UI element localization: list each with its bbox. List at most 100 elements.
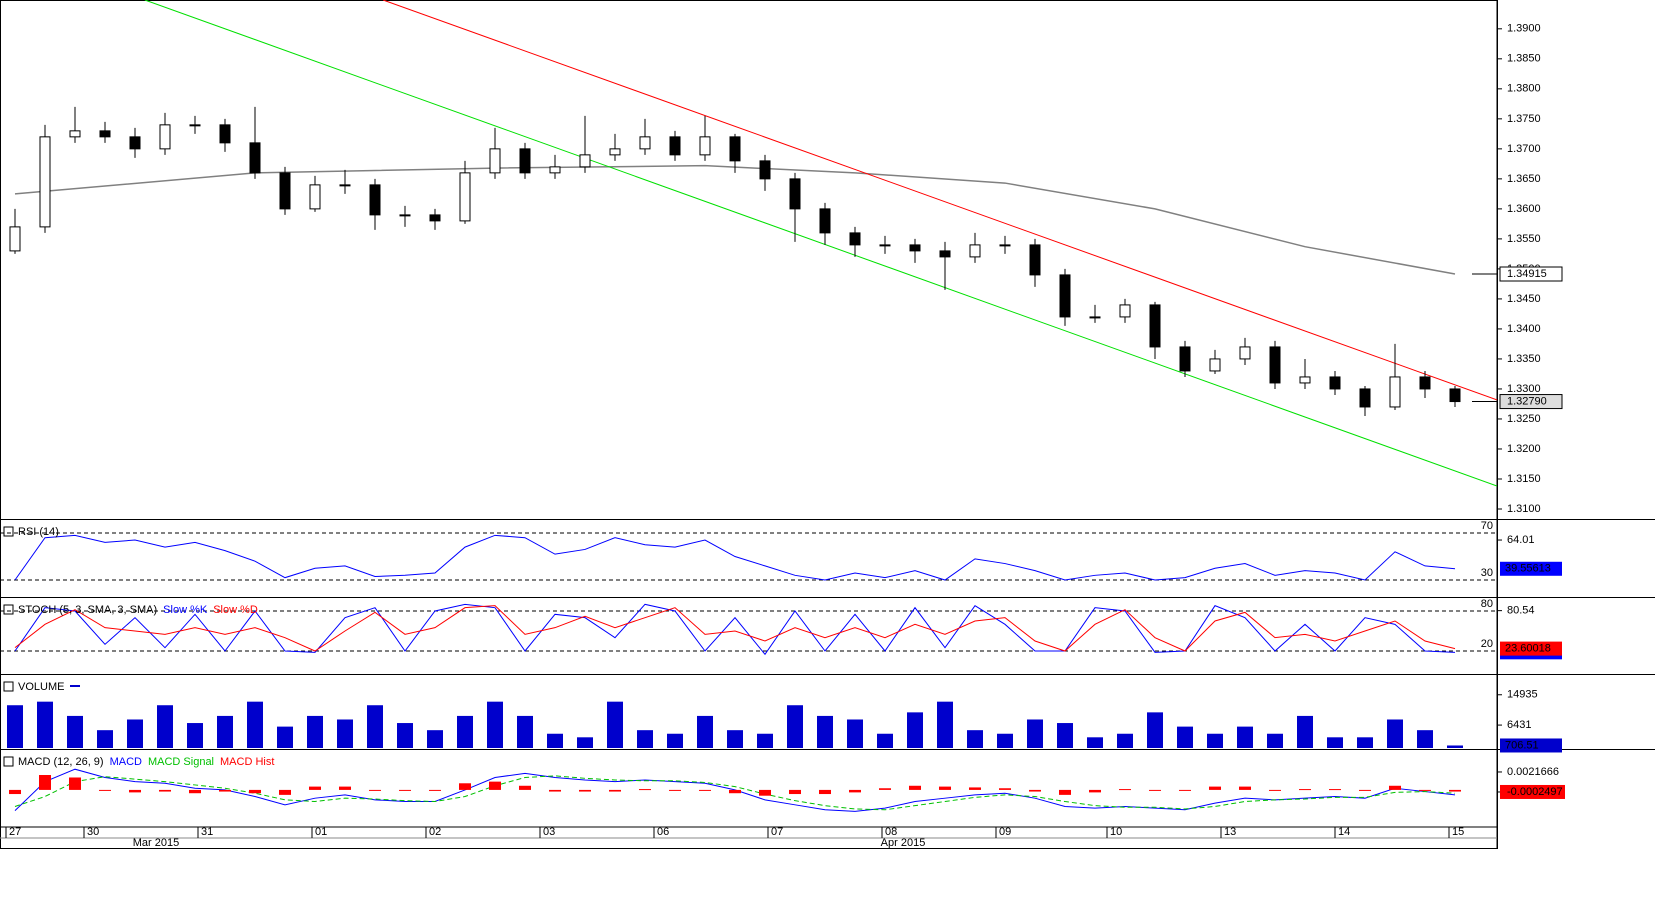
month-label: Mar 2015 — [133, 837, 179, 849]
histogram-bar — [189, 789, 201, 794]
histogram-bar — [519, 785, 531, 790]
volume-bar — [457, 715, 473, 748]
candle-body — [399, 214, 411, 217]
histogram-bar — [1329, 789, 1341, 791]
candle-body — [519, 148, 531, 174]
candle-body — [1269, 346, 1281, 384]
histogram-bar — [9, 789, 21, 795]
panel — [7, 701, 1463, 748]
volume-bar — [877, 733, 893, 748]
y-tick-label: 1.3550 — [1507, 233, 1541, 245]
price-box-label: 1.32790 — [1507, 395, 1547, 407]
volume-bar — [547, 733, 563, 748]
candle-body — [909, 244, 921, 252]
candle-body — [1329, 376, 1341, 390]
panel-icon — [3, 604, 14, 615]
histogram-bar — [1299, 789, 1311, 791]
legend-entry: Slow %K — [163, 604, 208, 616]
x-tick-label: 09 — [999, 826, 1011, 838]
panel-title: RSI (14) — [18, 526, 59, 538]
candle-body — [1029, 244, 1041, 276]
indicator-line — [14, 768, 1456, 812]
histogram-bar — [729, 789, 741, 794]
histogram-bar — [759, 789, 771, 796]
x-tick-label: 30 — [87, 826, 99, 838]
histogram-bar — [999, 788, 1011, 790]
volume-bar — [727, 730, 743, 748]
y-tick-label: 1.3850 — [1507, 53, 1541, 65]
volume-bar — [277, 726, 293, 748]
candle-body — [1449, 388, 1461, 403]
level-label: 30 — [1481, 567, 1493, 579]
volume-bar — [127, 719, 143, 748]
histogram-bar — [159, 789, 171, 792]
histogram-bar — [309, 786, 321, 790]
panel-title-text: MACD (12, 26, 9) — [18, 756, 104, 768]
candle-body — [819, 208, 831, 234]
histogram-bar — [429, 789, 441, 791]
trend-line — [382, 0, 1497, 401]
histogram-bar — [249, 789, 261, 794]
y-tick-label: 1.3650 — [1507, 173, 1541, 185]
y-tick-label: -0.0002497 — [1507, 786, 1563, 798]
candle-body — [999, 244, 1011, 247]
volume-bar — [937, 701, 953, 748]
panel-title: STOCH (5, 3, SMA, 3, SMA) Slow %K Slow %D — [18, 604, 258, 616]
candle-body — [459, 172, 471, 222]
histogram-bar — [1209, 786, 1221, 790]
price-box — [1499, 394, 1563, 410]
candle-body — [1119, 304, 1131, 318]
candle-body — [279, 172, 291, 210]
indicator-line — [14, 534, 1456, 581]
x-tick-label: 01 — [315, 826, 327, 838]
y-tick-label: 64.01 — [1507, 534, 1535, 546]
volume-bar — [247, 701, 263, 748]
y-tick-label: 80.54 — [1507, 605, 1535, 617]
y-tick-label: 1.3400 — [1507, 323, 1541, 335]
y-tick-label: 14935 — [1507, 689, 1538, 701]
histogram-bar — [1359, 789, 1371, 791]
candle-body — [849, 232, 861, 246]
histogram-bar — [1089, 789, 1101, 793]
histogram-bar — [879, 788, 891, 790]
candle-body — [879, 244, 891, 247]
volume-bar — [1177, 726, 1193, 748]
y-tick-label: 1.3350 — [1507, 353, 1541, 365]
legend-entry: MACD — [110, 756, 142, 768]
histogram-bar — [909, 785, 921, 790]
volume-bar — [1057, 723, 1073, 748]
panel-icon — [3, 526, 14, 537]
x-tick-label: 15 — [1452, 826, 1464, 838]
volume-bar — [637, 730, 653, 748]
x-tick-label: 06 — [657, 826, 669, 838]
volume-bar — [757, 733, 773, 748]
candle-body — [789, 178, 801, 210]
level-label: 80 — [1481, 598, 1493, 610]
price-box-label: 1.34915 — [1507, 268, 1547, 280]
histogram-bar — [1149, 789, 1161, 791]
volume-bar — [1387, 719, 1403, 748]
y-tick-label: 0.0021666 — [1507, 766, 1559, 778]
candle-body — [609, 148, 621, 156]
panel-title: MACD (12, 26, 9) MACD MACD Signal MACD Hist — [18, 756, 274, 768]
y-tick-label: 1.3750 — [1507, 113, 1541, 125]
value-box — [1500, 561, 1562, 576]
histogram-bar — [1239, 786, 1251, 790]
panel-title-text: STOCH (5, 3, SMA, 3, SMA) — [18, 604, 157, 616]
candle-body — [189, 124, 201, 127]
histogram-bar — [1059, 789, 1071, 795]
candle-body — [669, 136, 681, 156]
candle-body — [1149, 304, 1161, 348]
candle-body — [1359, 388, 1371, 408]
volume-bar — [847, 719, 863, 748]
y-tick-label: 6431 — [1507, 719, 1531, 731]
y-tick-label: 1.3250 — [1507, 413, 1541, 425]
volume-bar — [307, 715, 323, 748]
histogram-bar — [939, 786, 951, 790]
indicator-line — [14, 605, 1456, 652]
histogram-bar — [99, 789, 111, 791]
candle-body — [309, 184, 321, 210]
histogram-bar — [219, 789, 231, 792]
volume-bar — [907, 712, 923, 748]
candle-body — [429, 214, 441, 222]
